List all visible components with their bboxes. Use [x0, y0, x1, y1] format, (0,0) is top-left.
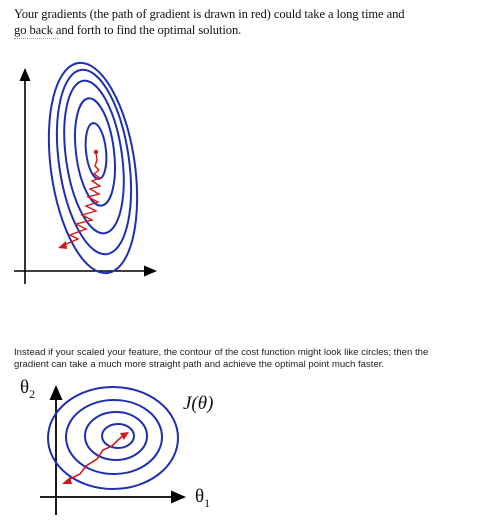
scaled-description-line-2: gradient can take a much more straight p… [14, 359, 385, 370]
figure1-optimum-point [93, 149, 99, 155]
faded-text-remnant [14, 38, 58, 40]
figure2-path-start-arrowhead [62, 477, 72, 484]
figure2-contour-1 [47, 386, 179, 490]
scaled-description-line-1: Instead if your scaled your feature, the… [14, 347, 429, 358]
figure2-path-end-arrowhead [120, 432, 129, 440]
figure2-contours [47, 386, 179, 490]
figure1-contour-4 [74, 97, 116, 207]
figure2-x-axis-arrowhead [171, 490, 186, 504]
theta2-symbol: θ [20, 377, 30, 398]
figure2-direct-gradient-path [65, 434, 125, 482]
theta2-axis-label: θ2 [20, 377, 35, 402]
theta1-subscript: 1 [204, 495, 211, 510]
unscaled-description-line-2: go back and forth to find the optimal so… [14, 23, 242, 37]
figure1-path-start-arrowhead [58, 241, 67, 249]
figure1-y-axis-arrowhead [19, 68, 31, 81]
figure1-contour-2 [56, 68, 132, 256]
figure1-x-axis-arrowhead [144, 265, 157, 277]
figure2-contour-3 [84, 411, 148, 461]
cost-function-label: J(θ) [183, 393, 214, 414]
scaled-description: Instead if your scaled your feature, the… [14, 347, 476, 371]
figure2-y-axis-arrowhead [49, 385, 63, 400]
figure1-contour-3 [63, 79, 125, 235]
theta1-symbol: θ [195, 486, 205, 507]
figure2-contour-4 [101, 423, 135, 449]
unscaled-description: Your gradients (the path of gradient is … [14, 6, 454, 38]
theta2-subscript: 2 [29, 386, 36, 401]
figure1-contour-1 [47, 61, 139, 275]
theta1-axis-label: θ1 [195, 486, 210, 511]
figure1-contours [47, 61, 139, 275]
figure2-contour-2 [65, 399, 163, 475]
unscaled-description-line-1: Your gradients (the path of gradient is … [14, 7, 405, 21]
figure1-zigzag-gradient-path [61, 152, 102, 247]
figure1-axes [14, 68, 157, 284]
figure2-axes [40, 385, 186, 515]
